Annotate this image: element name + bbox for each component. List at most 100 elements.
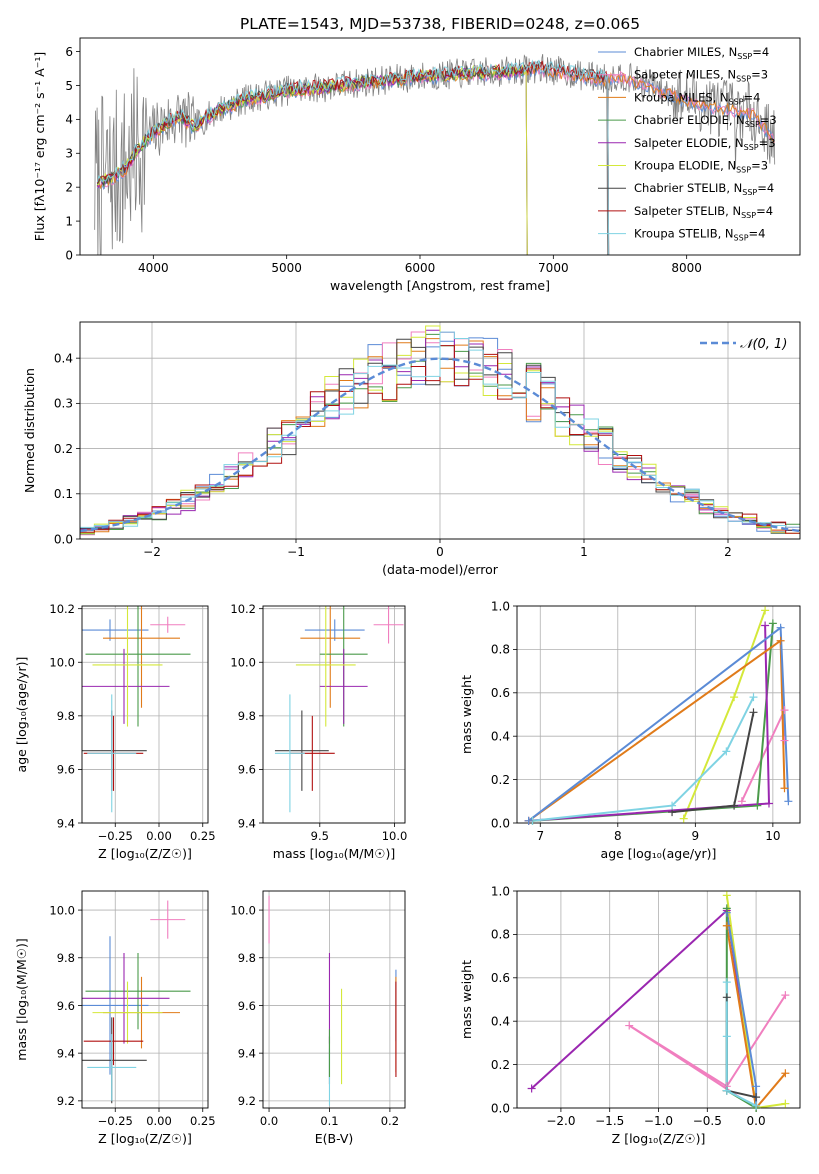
residual-histogram bbox=[80, 331, 800, 528]
x-tick-label: 7000 bbox=[538, 261, 569, 275]
weight-marker bbox=[722, 978, 731, 987]
y-tick-label: 0.4 bbox=[54, 351, 73, 365]
axes-frame bbox=[516, 605, 801, 824]
axes-residuals: −2 −1 0 1 2 0.0 0.1 0.2 0.3 0.4 (data-model)/error… bbox=[22, 321, 801, 577]
x-tick-label: −1.0 bbox=[644, 1114, 673, 1128]
x-axis-label: mass [log₁₀(M/M☉)] bbox=[273, 846, 395, 861]
y-tick-label: 10.0 bbox=[49, 656, 75, 670]
weight-marker bbox=[784, 797, 793, 806]
axes-age-Z: −0.25 0.00 0.25 9.4 9.6 9.8 10.0 10.2 Z [log₁₀(Z… bbox=[14, 602, 216, 861]
weight-line bbox=[628, 994, 787, 1108]
y-tick-label: 10.2 bbox=[230, 602, 256, 616]
legend-subscript: SSP bbox=[744, 143, 759, 152]
y-axis-label: mass weight bbox=[459, 960, 474, 1039]
legend-subscript: SSP bbox=[736, 166, 751, 175]
y-axis-label: Normed distribution bbox=[22, 368, 37, 493]
legend-label: Chabrier ELODIE, NSSP=3 bbox=[634, 113, 777, 129]
y-tick-label: 9.6 bbox=[238, 999, 256, 1013]
y-tick-label: 9.4 bbox=[238, 816, 256, 830]
legend-text: Kroupa ELODIE, N bbox=[634, 159, 736, 173]
y-tick-label: 0 bbox=[65, 248, 73, 262]
legend-subscript: SSP bbox=[734, 234, 749, 243]
y-tick-label: 0.8 bbox=[491, 643, 510, 657]
plot-area bbox=[80, 325, 800, 536]
model-spectrum-line bbox=[96, 59, 610, 255]
x-tick-label: −1.5 bbox=[595, 1114, 624, 1128]
weight-line bbox=[740, 709, 786, 802]
x-tick-label: 9 bbox=[692, 829, 700, 843]
x-tick-label: 0.2 bbox=[381, 1114, 399, 1128]
y-tick-label: 4 bbox=[65, 113, 73, 127]
weight-marker bbox=[730, 693, 739, 702]
x-tick-label: 8000 bbox=[671, 261, 702, 275]
y-tick-label: 1.0 bbox=[491, 599, 510, 613]
legend-subscript: SSP bbox=[741, 211, 756, 220]
y-tick-label: 0.2 bbox=[54, 442, 73, 456]
weight-marker bbox=[768, 619, 777, 628]
x-axis-label: wavelength [Angstrom, rest frame] bbox=[330, 278, 550, 293]
y-tick-label: 1.0 bbox=[491, 884, 510, 898]
axes-frame bbox=[516, 890, 801, 1109]
y-tick-label: 5 bbox=[65, 79, 73, 93]
axes-front: −2 −1 0 1 2 0.0 0.1 0.2 0.3 0.4 (data-model)/error… bbox=[22, 321, 801, 577]
weight-line bbox=[725, 982, 757, 1107]
x-tick-label: 4000 bbox=[138, 261, 169, 275]
x-tick-label: 6000 bbox=[405, 261, 436, 275]
legend-suffix: =4 bbox=[757, 181, 774, 195]
legend-suffix: =4 bbox=[744, 90, 761, 104]
x-tick-label: −0.5 bbox=[693, 1114, 722, 1128]
x-axis-label: Z [log₁₀(Z/Z☉)] bbox=[98, 846, 192, 861]
x-tick-label: 7 bbox=[536, 829, 544, 843]
legend-suffix: =4 bbox=[749, 227, 766, 241]
y-tick-label: 0.0 bbox=[491, 816, 510, 830]
weight-marker bbox=[781, 1069, 790, 1078]
x-tick-label: 10 bbox=[765, 829, 780, 843]
x-tick-label: −0.25 bbox=[98, 1114, 133, 1128]
y-tick-label: 9.2 bbox=[57, 1094, 75, 1108]
weight-marker bbox=[776, 636, 785, 645]
weight-marker bbox=[780, 736, 789, 745]
legend-text: Kroupa MILES, N bbox=[634, 90, 729, 104]
weight-marker bbox=[781, 991, 790, 1000]
axes-mass-EBV: 0.0 0.1 0.2 9.2 9.4 9.6 9.8 10.0 E(B-V) bbox=[230, 890, 406, 1146]
x-tick-label: 0 bbox=[436, 545, 444, 559]
y-tick-label: 9.6 bbox=[57, 999, 75, 1013]
weight-marker bbox=[749, 708, 758, 717]
axes-frame bbox=[79, 321, 801, 540]
x-tick-label: 0.0 bbox=[260, 1114, 278, 1128]
axes-front: −0.25 0.00 0.25 9.2 9.4 9.6 9.8 10.0 Z [log₁₀(Z/… bbox=[14, 890, 216, 1146]
weight-marker bbox=[737, 797, 746, 806]
legend-subscript: SSP bbox=[737, 52, 752, 61]
legend-label: Chabrier STELIB, NSSP=4 bbox=[634, 181, 774, 197]
plot-area bbox=[268, 895, 397, 1106]
y-tick-label: 9.6 bbox=[57, 763, 75, 777]
y-tick-label: 0.4 bbox=[491, 1015, 510, 1029]
x-axis-label: Z [log₁₀(Z/Z☉)] bbox=[98, 1131, 192, 1146]
axes-front: −0.25 0.00 0.25 9.4 9.6 9.8 10.0 10.2 Z [log₁₀(Z… bbox=[14, 602, 216, 861]
weight-marker bbox=[722, 904, 731, 913]
y-tick-label: 9.6 bbox=[238, 763, 256, 777]
weight-marker bbox=[679, 814, 688, 823]
gaussian-curve bbox=[80, 357, 800, 533]
weight-marker bbox=[764, 799, 773, 808]
axes-front: −2.0 −1.5 −1.0 −0.5 0.0 0.0 0.2 0.4 0.6 0.8 1.0 Z [… bbox=[459, 884, 801, 1146]
x-axis-label: Z [log₁₀(Z/Z☉)] bbox=[612, 1131, 706, 1146]
weight-line bbox=[530, 908, 758, 1108]
weight-marker bbox=[776, 623, 785, 632]
axes-front: 9.5 10.0 9.4 9.6 9.8 10.0 10.2 mass [log₁₀(M/M☉… bbox=[230, 602, 407, 861]
y-tick-label: 9.2 bbox=[238, 1094, 256, 1108]
axes-spectrum: 4000 5000 6000 7000 8000 0 1 2 3 4 5 6 wavelength [A… bbox=[32, 37, 801, 293]
weight-marker bbox=[752, 1082, 761, 1091]
plot-area bbox=[82, 606, 191, 813]
y-tick-label: 9.8 bbox=[57, 709, 75, 723]
weight-line bbox=[725, 925, 787, 1108]
y-tick-label: 0.6 bbox=[491, 971, 510, 985]
y-tick-label: 9.4 bbox=[57, 1046, 75, 1060]
y-tick-label: 9.4 bbox=[57, 816, 75, 830]
legend-label: Salpeter ELODIE, NSSP=3 bbox=[634, 136, 776, 152]
y-tick-label: 10.0 bbox=[230, 656, 256, 670]
weight-line bbox=[532, 696, 755, 822]
weight-marker bbox=[730, 801, 739, 810]
weight-marker bbox=[722, 921, 731, 930]
